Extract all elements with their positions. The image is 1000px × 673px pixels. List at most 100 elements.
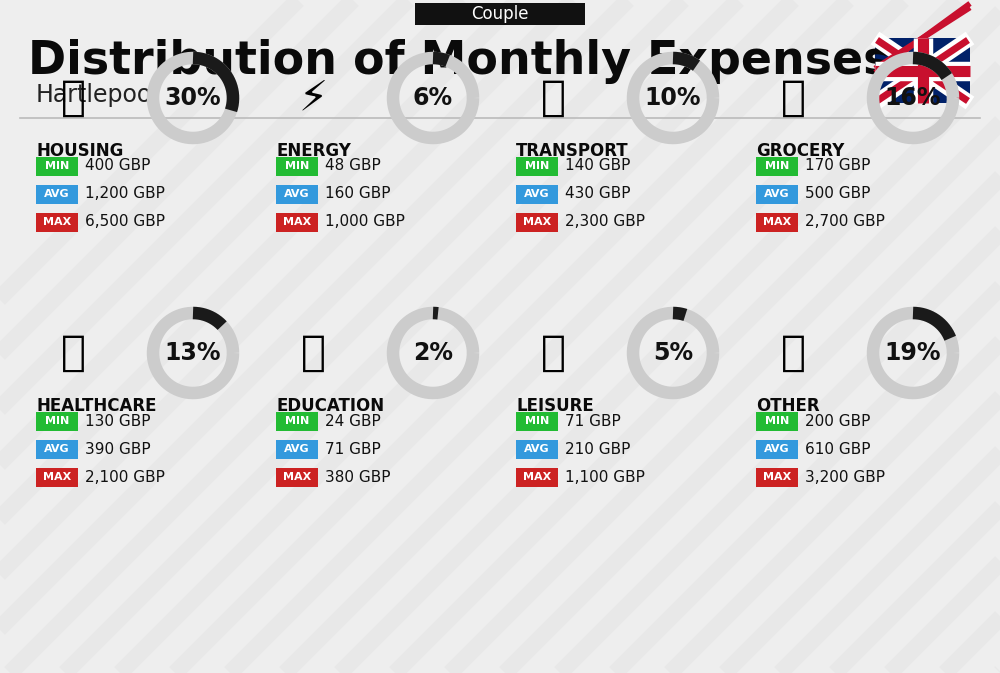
Text: 3,200 GBP: 3,200 GBP	[805, 470, 885, 485]
Text: 400 GBP: 400 GBP	[85, 159, 150, 174]
Text: MAX: MAX	[523, 217, 551, 227]
Text: 170 GBP: 170 GBP	[805, 159, 870, 174]
Text: MAX: MAX	[43, 217, 71, 227]
Text: 430 GBP: 430 GBP	[565, 186, 631, 201]
Text: ⚡: ⚡	[298, 77, 328, 119]
FancyBboxPatch shape	[516, 157, 558, 176]
Text: 48 GBP: 48 GBP	[325, 159, 381, 174]
Text: 🏢: 🏢	[60, 77, 86, 119]
FancyBboxPatch shape	[36, 184, 78, 203]
Text: 24 GBP: 24 GBP	[325, 413, 381, 429]
FancyBboxPatch shape	[756, 213, 798, 232]
Text: MAX: MAX	[283, 217, 311, 227]
Text: 2,700 GBP: 2,700 GBP	[805, 215, 885, 229]
Text: 13%: 13%	[165, 341, 221, 365]
Text: Hartlepool: Hartlepool	[36, 83, 159, 107]
Text: 130 GBP: 130 GBP	[85, 413, 150, 429]
FancyBboxPatch shape	[415, 3, 585, 25]
Text: HEALTHCARE: HEALTHCARE	[36, 397, 156, 415]
Text: MAX: MAX	[763, 472, 791, 482]
Text: 30%: 30%	[165, 86, 221, 110]
FancyBboxPatch shape	[516, 213, 558, 232]
Text: MAX: MAX	[523, 472, 551, 482]
Text: Distribution of Monthly Expenses: Distribution of Monthly Expenses	[28, 38, 890, 83]
Text: HOUSING: HOUSING	[36, 142, 123, 160]
Text: 2,100 GBP: 2,100 GBP	[85, 470, 165, 485]
FancyBboxPatch shape	[36, 213, 78, 232]
Text: 200 GBP: 200 GBP	[805, 413, 870, 429]
Text: AVG: AVG	[284, 444, 310, 454]
Text: 🏥: 🏥	[60, 332, 86, 374]
Text: MIN: MIN	[525, 161, 549, 171]
Text: 610 GBP: 610 GBP	[805, 441, 870, 456]
FancyBboxPatch shape	[516, 439, 558, 458]
Text: 380 GBP: 380 GBP	[325, 470, 390, 485]
Text: MIN: MIN	[765, 161, 789, 171]
Text: 💰: 💰	[780, 332, 806, 374]
Text: 2%: 2%	[413, 341, 453, 365]
Text: AVG: AVG	[284, 189, 310, 199]
Text: MIN: MIN	[45, 416, 69, 426]
Text: LEISURE: LEISURE	[516, 397, 594, 415]
Text: AVG: AVG	[524, 444, 550, 454]
Text: 140 GBP: 140 GBP	[565, 159, 630, 174]
FancyBboxPatch shape	[276, 157, 318, 176]
FancyBboxPatch shape	[756, 468, 798, 487]
Text: 🛒: 🛒	[780, 77, 806, 119]
Text: 160 GBP: 160 GBP	[325, 186, 390, 201]
Text: 6,500 GBP: 6,500 GBP	[85, 215, 165, 229]
FancyBboxPatch shape	[276, 439, 318, 458]
FancyBboxPatch shape	[36, 468, 78, 487]
Text: MAX: MAX	[763, 217, 791, 227]
FancyBboxPatch shape	[756, 411, 798, 431]
FancyBboxPatch shape	[276, 411, 318, 431]
FancyBboxPatch shape	[756, 439, 798, 458]
Text: 🚌: 🚌	[540, 77, 566, 119]
Text: 10%: 10%	[645, 86, 701, 110]
Text: 1,000 GBP: 1,000 GBP	[325, 215, 405, 229]
Text: MIN: MIN	[45, 161, 69, 171]
FancyBboxPatch shape	[36, 157, 78, 176]
FancyBboxPatch shape	[276, 468, 318, 487]
Text: AVG: AVG	[44, 444, 70, 454]
FancyBboxPatch shape	[516, 468, 558, 487]
Text: 500 GBP: 500 GBP	[805, 186, 870, 201]
Text: MAX: MAX	[283, 472, 311, 482]
FancyBboxPatch shape	[516, 411, 558, 431]
Text: MIN: MIN	[285, 161, 309, 171]
FancyBboxPatch shape	[276, 213, 318, 232]
Text: 71 GBP: 71 GBP	[565, 413, 621, 429]
Text: 19%: 19%	[885, 341, 941, 365]
Text: MIN: MIN	[765, 416, 789, 426]
FancyBboxPatch shape	[756, 157, 798, 176]
FancyBboxPatch shape	[516, 184, 558, 203]
FancyBboxPatch shape	[756, 184, 798, 203]
Text: 1,100 GBP: 1,100 GBP	[565, 470, 645, 485]
Text: Couple: Couple	[471, 5, 529, 23]
Text: AVG: AVG	[764, 444, 790, 454]
Text: OTHER: OTHER	[756, 397, 820, 415]
Text: GROCERY: GROCERY	[756, 142, 844, 160]
Text: 🛍: 🛍	[540, 332, 566, 374]
Text: EDUCATION: EDUCATION	[276, 397, 384, 415]
Text: 210 GBP: 210 GBP	[565, 441, 630, 456]
Text: 🎓: 🎓	[300, 332, 326, 374]
Text: 2,300 GBP: 2,300 GBP	[565, 215, 645, 229]
Text: 16%: 16%	[885, 86, 941, 110]
Text: 5%: 5%	[653, 341, 693, 365]
Text: TRANSPORT: TRANSPORT	[516, 142, 629, 160]
Text: 6%: 6%	[413, 86, 453, 110]
Text: AVG: AVG	[524, 189, 550, 199]
Text: MIN: MIN	[285, 416, 309, 426]
Text: ENERGY: ENERGY	[276, 142, 351, 160]
Text: 1,200 GBP: 1,200 GBP	[85, 186, 165, 201]
Text: AVG: AVG	[764, 189, 790, 199]
Text: MIN: MIN	[525, 416, 549, 426]
FancyBboxPatch shape	[36, 411, 78, 431]
FancyBboxPatch shape	[36, 439, 78, 458]
Text: 71 GBP: 71 GBP	[325, 441, 381, 456]
Text: MAX: MAX	[43, 472, 71, 482]
FancyBboxPatch shape	[875, 38, 970, 103]
FancyBboxPatch shape	[276, 184, 318, 203]
Text: 390 GBP: 390 GBP	[85, 441, 151, 456]
